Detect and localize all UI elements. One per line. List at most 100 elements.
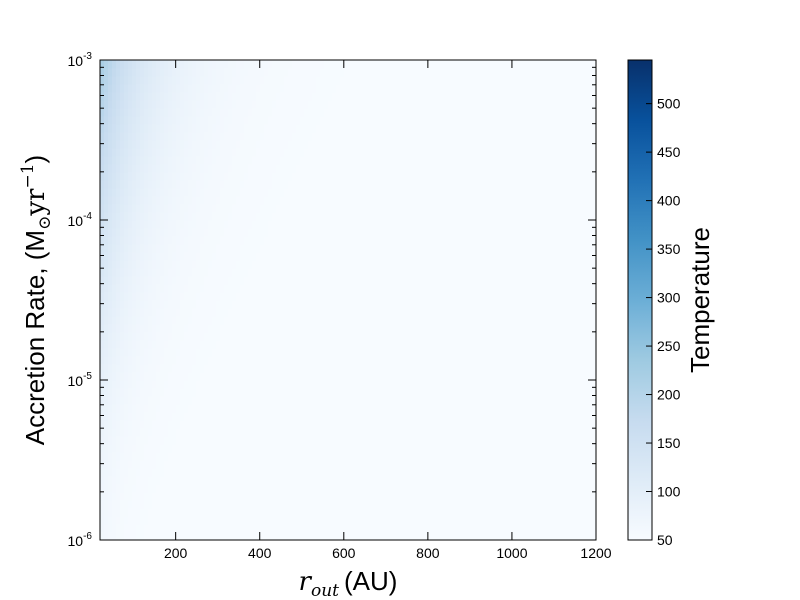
heatmap-cell <box>104 236 109 245</box>
heatmap-cell <box>500 468 505 477</box>
heatmap-cell <box>192 500 197 509</box>
heatmap-cell <box>144 404 149 413</box>
heatmap-cell <box>500 380 505 389</box>
heatmap-cell <box>292 452 297 461</box>
heatmap-cell <box>444 396 449 405</box>
heatmap-cell <box>344 268 349 277</box>
heatmap-cell <box>388 388 393 397</box>
heatmap-cell <box>136 500 141 509</box>
heatmap-cell <box>104 404 109 413</box>
heatmap-cell <box>324 468 329 477</box>
heatmap-cell <box>400 308 405 317</box>
heatmap-cell <box>264 380 269 389</box>
heatmap-cell <box>200 404 205 413</box>
heatmap-cell <box>584 460 589 469</box>
heatmap-cell <box>196 284 201 293</box>
heatmap-cell <box>332 300 337 309</box>
heatmap-cell <box>204 220 209 229</box>
heatmap-cell <box>352 348 357 357</box>
heatmap-cell <box>452 228 457 237</box>
heatmap-cell <box>516 516 521 525</box>
heatmap-cell <box>572 452 577 461</box>
heatmap-cell <box>296 284 301 293</box>
heatmap-cell <box>300 508 305 517</box>
heatmap-cell <box>504 348 509 357</box>
heatmap-cell <box>208 252 213 261</box>
heatmap-cell <box>400 388 405 397</box>
heatmap-cell <box>296 436 301 445</box>
heatmap-cell <box>408 516 413 525</box>
heatmap-cell <box>544 484 549 493</box>
heatmap-cell <box>192 228 197 237</box>
heatmap-cell <box>440 404 445 413</box>
heatmap-cell <box>160 276 165 285</box>
heatmap-cell <box>292 276 297 285</box>
heatmap-cell <box>448 276 453 285</box>
heatmap-cell <box>552 500 557 509</box>
heatmap-cell <box>524 356 529 365</box>
heatmap-cell <box>452 356 457 365</box>
heatmap-cell <box>560 444 565 453</box>
heatmap-cell <box>224 500 229 509</box>
heatmap-cell <box>532 452 537 461</box>
heatmap-cell <box>396 436 401 445</box>
heatmap-cell <box>268 452 273 461</box>
heatmap-cell <box>296 332 301 341</box>
heatmap-cell <box>340 364 345 373</box>
heatmap-cell <box>516 228 521 237</box>
heatmap-cell <box>168 228 173 237</box>
heatmap-cell <box>324 276 329 285</box>
heatmap-cell <box>120 428 125 437</box>
heatmap-cell <box>344 348 349 357</box>
heatmap-cell <box>568 492 573 501</box>
heatmap-cell <box>580 524 585 533</box>
heatmap-cell <box>116 228 121 237</box>
heatmap-cell <box>124 292 129 301</box>
heatmap-cell <box>392 404 397 413</box>
heatmap-cell <box>252 332 257 341</box>
heatmap-cell <box>192 356 197 365</box>
heatmap-cell <box>172 364 177 373</box>
heatmap-cell <box>344 508 349 517</box>
heatmap-cell <box>160 532 165 541</box>
heatmap-cell <box>160 324 165 333</box>
heatmap-cell <box>188 300 193 309</box>
heatmap-cell <box>476 484 481 493</box>
heatmap-cell <box>356 412 361 421</box>
heatmap-cell <box>528 404 533 413</box>
heatmap-cell <box>120 340 125 349</box>
heatmap-cell <box>204 252 209 261</box>
heatmap-cell <box>264 236 269 245</box>
heatmap-cell <box>284 228 289 237</box>
heatmap-cell <box>204 316 209 325</box>
heatmap-cell <box>312 428 317 437</box>
heatmap-cell <box>332 244 337 253</box>
heatmap-cell <box>444 420 449 429</box>
heatmap-cell <box>212 292 217 301</box>
heatmap-cell <box>516 532 521 541</box>
heatmap-cell <box>532 260 537 269</box>
heatmap-cell <box>212 300 217 309</box>
heatmap-cell <box>296 516 301 525</box>
heatmap-cell <box>576 316 581 325</box>
heatmap-cell <box>308 508 313 517</box>
heatmap-cell <box>532 236 537 245</box>
heatmap-cell <box>380 404 385 413</box>
heatmap-cell <box>264 476 269 485</box>
heatmap-cell <box>204 260 209 269</box>
heatmap-cell <box>256 500 261 509</box>
heatmap-cell <box>260 404 265 413</box>
heatmap-cell <box>288 220 293 229</box>
heatmap-cell <box>180 236 185 245</box>
heatmap-cell <box>372 388 377 397</box>
heatmap-cell <box>424 268 429 277</box>
heatmap-cell <box>328 452 333 461</box>
heatmap-cell <box>228 252 233 261</box>
heatmap-cell <box>412 508 417 517</box>
heatmap-cell <box>412 300 417 309</box>
heatmap-cell <box>504 292 509 301</box>
heatmap-cell <box>280 436 285 445</box>
heatmap-cell <box>380 324 385 333</box>
heatmap-cell <box>236 316 241 325</box>
heatmap-cell <box>200 500 205 509</box>
